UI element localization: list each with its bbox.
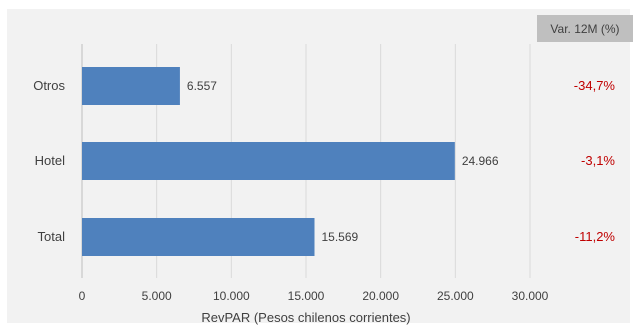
x-tick-label: 0: [79, 289, 86, 303]
x-tick-label: 25.000: [437, 289, 474, 303]
category-label: Total: [38, 229, 66, 244]
category-label: Hotel: [35, 153, 65, 168]
category-label: Otros: [33, 78, 65, 93]
var-12m-value: -3,1%: [581, 153, 615, 168]
bar-hotel: [82, 142, 455, 180]
x-tick-label: 10.000: [213, 289, 250, 303]
bar-otros: [82, 67, 180, 105]
x-tick-label: 30.000: [512, 289, 549, 303]
x-tick-label: 15.000: [288, 289, 325, 303]
x-tick-label: 20.000: [362, 289, 399, 303]
x-tick-label: 5.000: [142, 289, 172, 303]
data-label: 24.966: [462, 154, 499, 168]
data-label: 15.569: [321, 230, 358, 244]
bar-total: [82, 218, 315, 256]
data-label: 6.557: [187, 79, 217, 93]
var-12m-value: -34,7%: [574, 78, 616, 93]
var-12m-value: -11,2%: [575, 229, 616, 244]
var-12m-header: Var. 12M (%): [537, 15, 633, 42]
x-axis-title: RevPAR (Pesos chilenos corrientes): [201, 310, 410, 325]
